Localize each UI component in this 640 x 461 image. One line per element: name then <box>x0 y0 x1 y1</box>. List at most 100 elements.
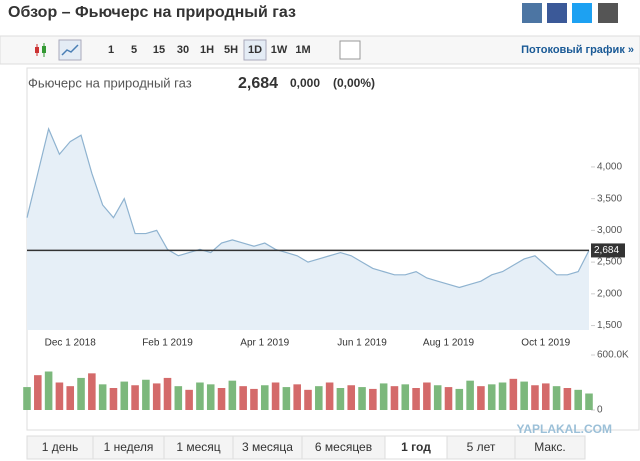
x-tick-label: Feb 1 2019 <box>142 338 193 349</box>
page-title: Обзор – Фьючерс на природный газ <box>8 4 296 21</box>
volume-bar <box>228 380 237 410</box>
volume-bar <box>23 387 31 410</box>
line-icon[interactable] <box>58 39 82 61</box>
volume-bar <box>585 393 593 410</box>
volume-tick-label: 600.0K <box>597 350 629 361</box>
volume-bar <box>174 386 183 410</box>
y-tick-label: 2,500 <box>597 257 622 268</box>
range-tab[interactable] <box>514 435 586 460</box>
volume-bar <box>44 371 53 410</box>
interval-button[interactable]: 5H <box>224 44 238 56</box>
email-icon[interactable] <box>598 3 618 23</box>
toolbar <box>0 35 640 65</box>
interval-button[interactable]: 1M <box>295 44 310 56</box>
volume-bar <box>109 388 118 410</box>
x-tick-label: Oct 1 2019 <box>521 338 570 349</box>
volume-bar <box>34 375 42 410</box>
volume-bar <box>250 388 258 410</box>
line-icon-glyph <box>61 44 79 56</box>
candle-icon[interactable] <box>35 43 46 57</box>
x-tick-label: Apr 1 2019 <box>240 338 289 349</box>
price-area <box>27 128 589 330</box>
range-label[interactable]: 1 неделя <box>104 440 154 454</box>
volume-bar <box>196 382 204 410</box>
interval-button[interactable]: 5 <box>131 44 137 56</box>
volume-bar <box>239 386 247 410</box>
volume-bar <box>217 388 226 410</box>
range-label[interactable]: 1 день <box>42 440 79 454</box>
quote-price: 2,684 <box>238 75 278 92</box>
range-label[interactable]: 6 месяцев <box>315 440 372 454</box>
volume-bar <box>152 383 161 410</box>
range-label[interactable]: 1 месяц <box>176 440 220 454</box>
volume-bar <box>477 386 485 410</box>
x-tick-label: Dec 1 2018 <box>45 338 97 349</box>
volume-bar <box>142 379 150 410</box>
volume-bar <box>379 383 388 410</box>
volume-bar <box>531 385 539 410</box>
volume-bar <box>120 381 129 410</box>
volume-bar <box>282 387 291 410</box>
volume-bar <box>563 388 572 410</box>
volume-bar <box>509 378 518 410</box>
volume-bar <box>260 385 269 410</box>
volume-bar <box>185 389 193 410</box>
interval-button[interactable]: 1D <box>248 44 262 56</box>
volume-bar <box>88 373 96 410</box>
interval-button[interactable]: 1H <box>200 44 214 56</box>
volume-bar <box>66 386 75 410</box>
last-price-box <box>591 243 625 258</box>
volume-bar <box>552 386 561 410</box>
volume-bar <box>77 377 85 410</box>
twitter-icon[interactable] <box>572 3 592 23</box>
settings-icon[interactable] <box>339 40 361 60</box>
quote-change: 0,000 <box>290 76 320 90</box>
volume-bar <box>455 388 464 410</box>
vk-icon[interactable] <box>522 3 542 23</box>
facebook-icon[interactable] <box>547 3 567 23</box>
volume-bar <box>271 382 280 410</box>
y-tick-label: 1,500 <box>597 320 622 331</box>
volume-bar <box>325 382 334 410</box>
range-label[interactable]: 5 лет <box>467 440 496 454</box>
volume-bar <box>423 382 431 410</box>
volume-bar <box>206 384 215 410</box>
interval-button[interactable]: 30 <box>177 44 189 56</box>
interval-button[interactable]: 1 <box>108 44 114 56</box>
volume-bar <box>163 377 172 410</box>
volume-tick-label: 0 <box>597 405 603 416</box>
volume-bar <box>315 386 323 410</box>
interval-button[interactable]: 1W <box>271 44 288 56</box>
range-label[interactable]: 1 год <box>401 440 431 454</box>
volume-bar <box>336 388 345 410</box>
volume-bar <box>444 387 453 410</box>
quote-change-pct: (0,00%) <box>333 76 375 90</box>
volume-bar <box>574 389 582 410</box>
interval-button[interactable]: 15 <box>153 44 165 56</box>
x-tick-label: Jun 1 2019 <box>337 338 387 349</box>
range-label[interactable]: 3 месяца <box>242 440 293 454</box>
volume-bar <box>304 389 312 410</box>
volume-bar <box>401 384 410 410</box>
volume-bar <box>390 386 399 410</box>
volume-bar <box>466 380 474 410</box>
volume-bar <box>412 388 420 410</box>
volume-bar <box>369 388 377 410</box>
volume-bar <box>358 387 366 410</box>
volume-bar <box>98 384 107 410</box>
quote-name: Фьючерс на природный газ <box>28 75 192 90</box>
volume-bar <box>498 382 507 410</box>
volume-bar <box>520 381 528 410</box>
volume-bar <box>541 383 550 410</box>
price-line <box>26 126 590 289</box>
volume-bar <box>55 382 64 410</box>
volume-bar <box>347 385 356 410</box>
interval-active <box>243 39 267 61</box>
volume-bar <box>433 385 442 410</box>
range-label[interactable]: Макс. <box>534 440 566 454</box>
volume-bar <box>487 384 496 410</box>
y-tick-label: 3,000 <box>597 225 622 236</box>
stream-link[interactable]: Потоковый график » <box>521 44 634 56</box>
